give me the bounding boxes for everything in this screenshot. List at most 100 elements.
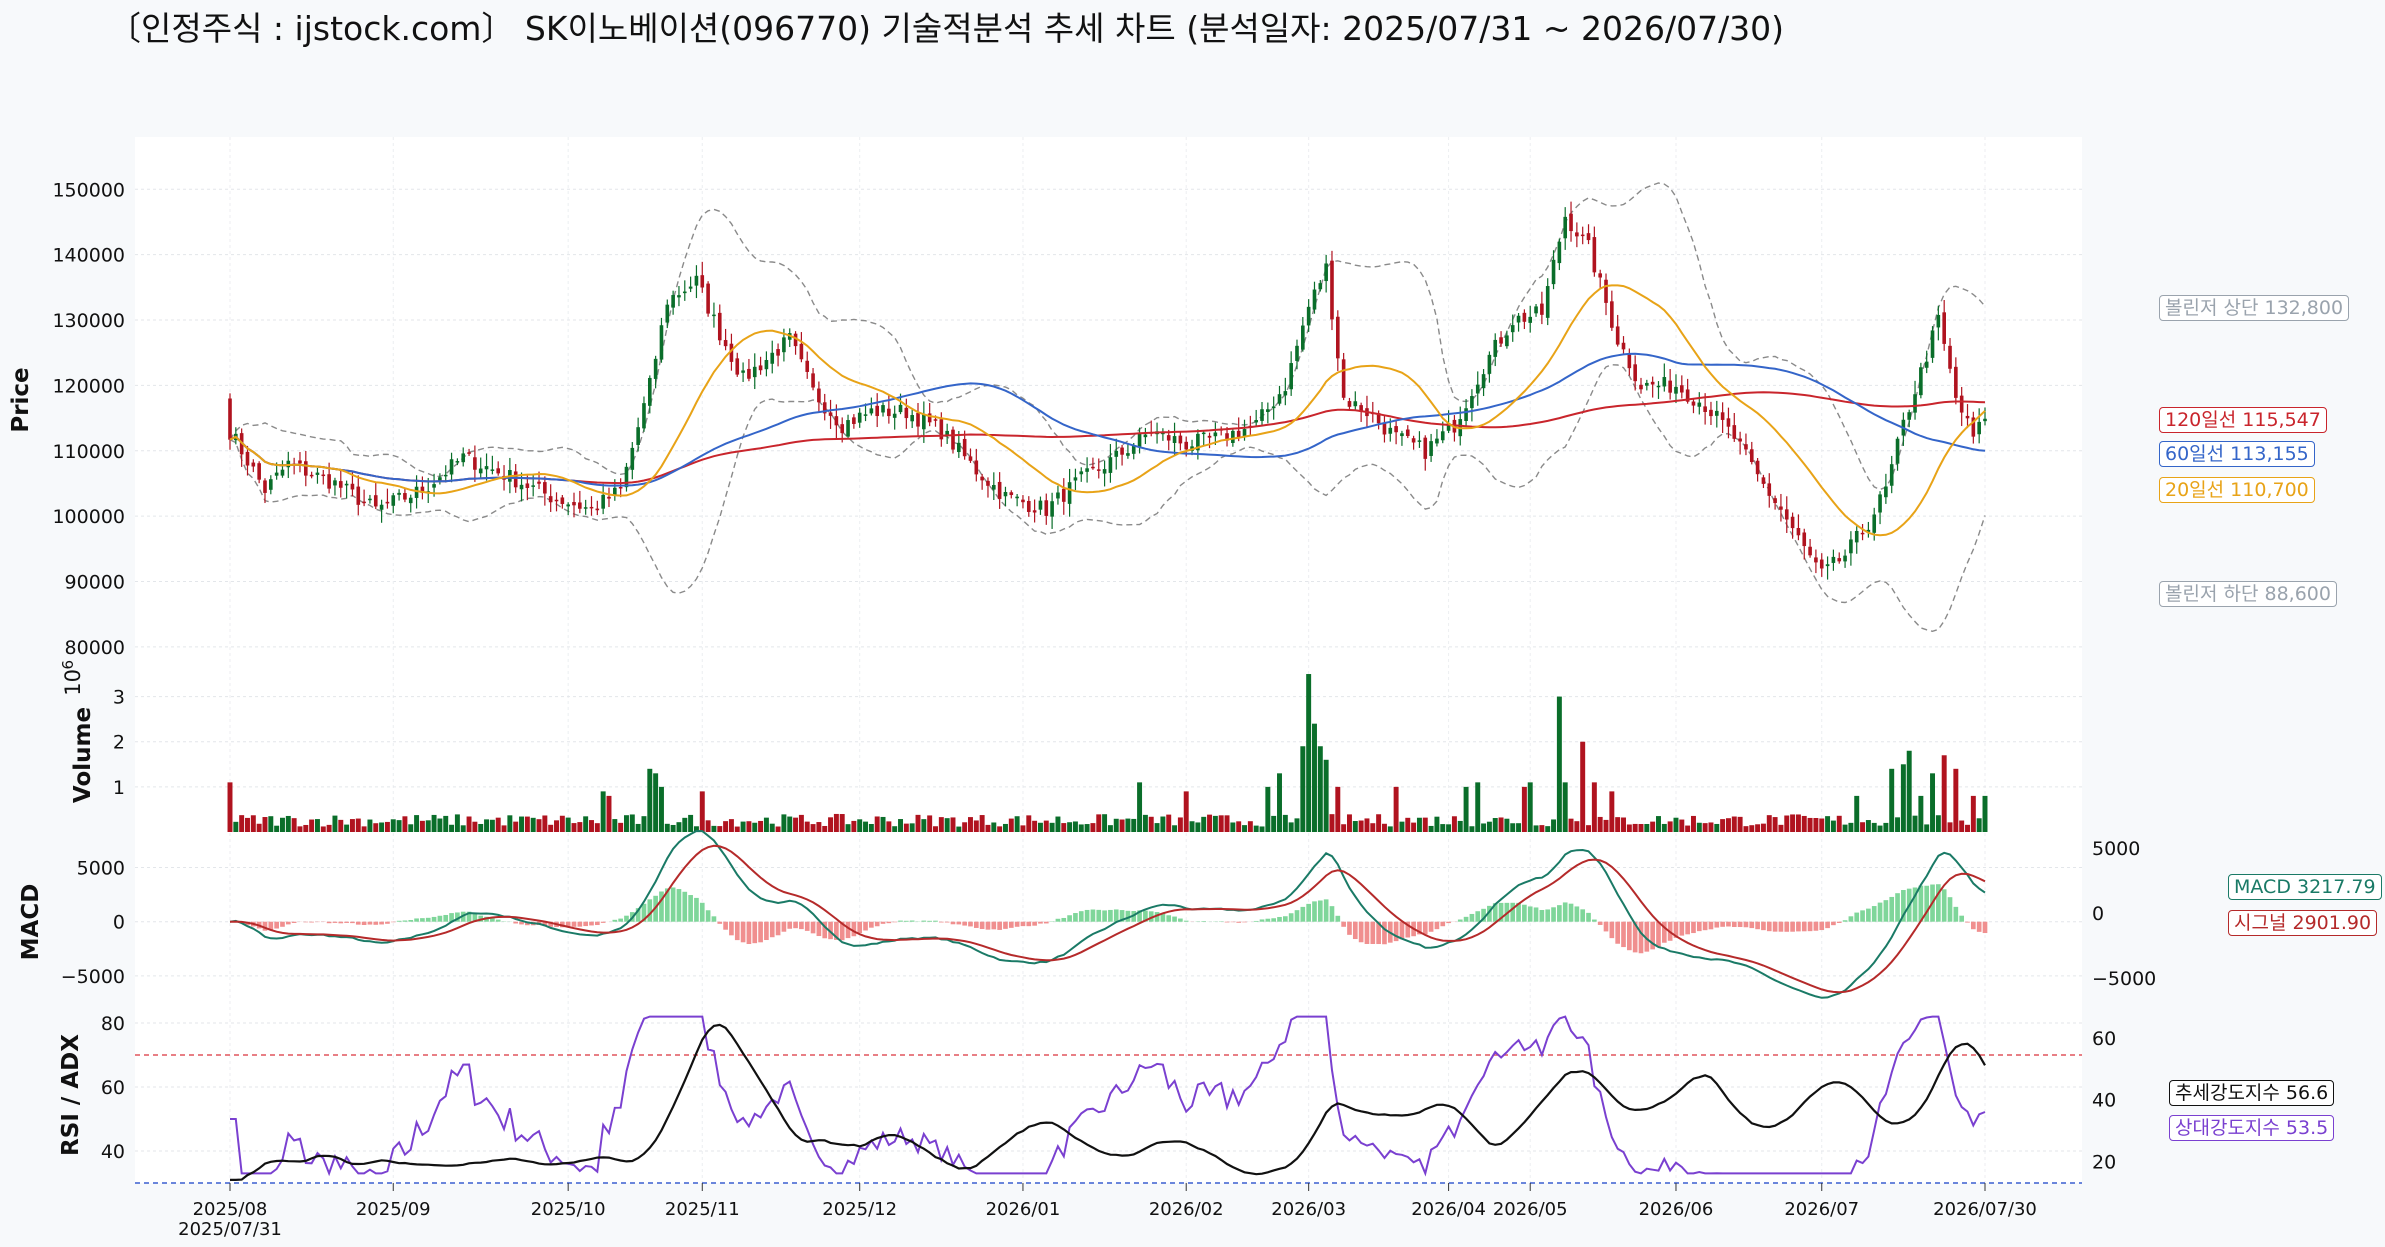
candle-body: [1545, 286, 1550, 318]
volume-bar: [1300, 746, 1306, 832]
macd-histogram-bar: [379, 921, 384, 925]
candle-body: [1977, 421, 1981, 435]
price-tick-label: 90000: [65, 572, 125, 594]
macd-histogram-bar: [624, 915, 629, 922]
candle-body: [811, 373, 815, 388]
macd-histogram-bar: [641, 903, 647, 922]
volume-axis-label: Volume: [70, 707, 96, 803]
macd-histogram-bar: [455, 912, 460, 922]
candle-body: [1738, 438, 1742, 442]
macd-histogram-bar: [799, 921, 804, 930]
macd-histogram-bar: [425, 917, 431, 922]
macd-histogram-bar: [1055, 918, 1061, 922]
volume-bar: [793, 817, 799, 832]
volume-bar: [1900, 764, 1906, 832]
volume-bar: [1294, 818, 1300, 832]
candle-body: [618, 486, 623, 489]
volume-bar: [1399, 821, 1405, 832]
macd-histogram-bar: [1562, 902, 1568, 922]
candle-body: [898, 404, 903, 413]
ma120-label: 120일선 115,547: [2159, 407, 2327, 433]
candle-body: [1481, 374, 1486, 389]
volume-bar: [1568, 818, 1574, 832]
macd-histogram-bar: [1492, 903, 1498, 922]
volume-bar: [1288, 822, 1294, 832]
price-tick-label: 150000: [52, 179, 125, 201]
macd-histogram-bar: [1848, 916, 1854, 922]
macd-histogram-bar: [933, 920, 938, 922]
macd-histogram-bar: [1708, 921, 1714, 930]
macd-histogram-bar: [752, 921, 758, 944]
volume-bar: [845, 824, 851, 832]
volume-bar: [606, 795, 612, 832]
volume-bar: [1346, 814, 1352, 832]
macd-histogram-bar: [1317, 900, 1323, 922]
volume-bar: [851, 820, 857, 832]
candle-body: [688, 286, 693, 289]
candle-body: [1050, 501, 1054, 517]
candle-body: [467, 452, 471, 454]
volume-bar: [833, 813, 839, 832]
macd-histogram-bar: [822, 921, 828, 939]
price-tick-label: 140000: [52, 245, 125, 267]
candle-body: [1843, 555, 1847, 562]
macd-histogram-bar: [1125, 910, 1131, 922]
macd-histogram-bar: [1382, 921, 1387, 945]
macd-histogram-bar: [449, 913, 454, 922]
macd-histogram-bar: [1312, 901, 1317, 922]
candle-body: [333, 480, 337, 486]
candle-body: [1038, 500, 1043, 510]
candle-body: [1166, 435, 1171, 441]
candle-body: [712, 314, 716, 317]
candle-body: [1819, 559, 1824, 569]
macd-histogram-bar: [670, 887, 676, 922]
volume-bar: [419, 820, 425, 832]
macd-left-tick-label: 0: [113, 912, 125, 934]
volume-bar: [816, 822, 822, 832]
x-tick-label: 2026/04: [1411, 1199, 1486, 1220]
macd-histogram-bar: [309, 921, 314, 923]
macd-histogram-bar: [390, 921, 396, 923]
macd-histogram-bar: [402, 920, 408, 922]
candle-body: [1108, 457, 1113, 473]
volume-bar: [589, 820, 594, 832]
candle-body: [1662, 377, 1667, 387]
candle-body: [642, 403, 646, 429]
candle-body: [1592, 237, 1597, 273]
candle-body: [595, 508, 600, 511]
volume-bar: [565, 817, 571, 832]
volume-bar: [1673, 817, 1679, 832]
volume-bar: [577, 822, 583, 832]
macd-histogram-bar: [1737, 921, 1743, 928]
candle-body: [572, 502, 576, 506]
macd-histogram-bar: [1965, 921, 1970, 923]
volume-bar: [1982, 795, 1988, 832]
candle-body: [1889, 464, 1894, 486]
candle-body: [968, 456, 973, 461]
volume-bar: [472, 821, 478, 832]
x-tick-label: 2026/06: [1639, 1199, 1714, 1220]
candle-body: [1919, 367, 1923, 396]
macd-histogram-bar: [1766, 921, 1772, 932]
volume-bar: [1312, 723, 1317, 832]
volume-bar: [1014, 816, 1020, 832]
macd-histogram-bar: [1364, 921, 1370, 944]
candle-body: [1283, 391, 1288, 396]
macd-histogram-bar: [874, 921, 880, 927]
candle-body: [1231, 430, 1235, 443]
volume-bar: [670, 824, 676, 832]
macd-histogram-bar: [285, 921, 291, 925]
macd-line: [229, 829, 1986, 999]
volume-bar: [775, 826, 781, 832]
macd-histogram-bar: [729, 921, 734, 936]
volume-bar: [1446, 824, 1452, 832]
candle-body: [1440, 431, 1445, 441]
volume-bar: [828, 817, 834, 832]
candle-body: [939, 419, 944, 440]
macd-histogram-bar: [1446, 921, 1451, 924]
macd-histogram-bar: [338, 921, 344, 924]
volume-bar: [979, 815, 985, 832]
macd-histogram-bar: [699, 902, 705, 922]
volume-bar: [1737, 816, 1743, 832]
candle-body: [1726, 418, 1731, 427]
